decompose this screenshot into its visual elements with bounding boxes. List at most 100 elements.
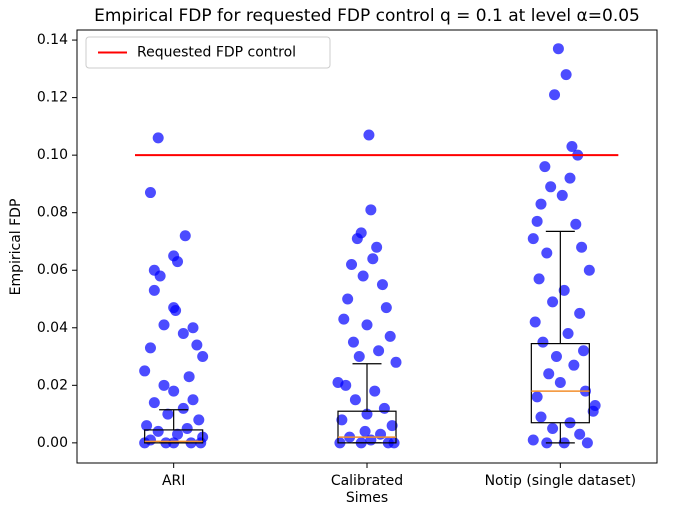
point xyxy=(568,359,580,371)
point xyxy=(564,172,576,184)
point xyxy=(587,405,599,417)
point xyxy=(378,402,390,414)
point xyxy=(531,215,543,227)
point xyxy=(144,187,156,199)
point xyxy=(139,365,151,377)
point xyxy=(535,411,547,423)
point xyxy=(552,43,564,55)
point xyxy=(144,342,156,354)
point xyxy=(187,394,199,406)
point xyxy=(351,233,363,245)
point xyxy=(338,313,350,325)
point xyxy=(172,256,184,268)
point xyxy=(359,425,371,437)
point xyxy=(384,330,396,342)
point xyxy=(386,420,398,432)
point xyxy=(162,408,174,420)
point xyxy=(148,397,160,409)
point xyxy=(537,336,549,348)
point xyxy=(576,241,588,253)
point xyxy=(367,253,379,265)
point xyxy=(187,322,199,334)
point xyxy=(357,270,369,282)
point xyxy=(363,129,375,141)
point xyxy=(342,293,354,305)
point xyxy=(533,273,545,285)
point xyxy=(549,89,561,101)
point xyxy=(369,385,381,397)
point xyxy=(371,241,383,253)
point xyxy=(197,351,209,363)
point xyxy=(158,319,170,331)
point xyxy=(581,437,593,449)
point xyxy=(148,284,160,296)
point xyxy=(152,132,164,144)
y-tick-label: 0.06 xyxy=(37,262,68,278)
point xyxy=(541,247,553,259)
point xyxy=(365,204,377,216)
point xyxy=(570,218,582,230)
point xyxy=(556,189,568,201)
y-axis-label: Empirical FDP xyxy=(8,199,24,296)
y-tick-label: 0.14 xyxy=(37,32,68,48)
point xyxy=(529,316,541,328)
point xyxy=(353,351,365,363)
point xyxy=(560,69,572,81)
point xyxy=(578,345,590,357)
axes-frame xyxy=(76,29,658,464)
point xyxy=(141,420,153,432)
x-tick-label: ARI xyxy=(162,473,185,489)
point xyxy=(373,345,385,357)
point xyxy=(376,279,388,291)
point xyxy=(545,181,557,193)
point xyxy=(583,264,595,276)
y-tick-label: 0.04 xyxy=(37,320,68,336)
point xyxy=(170,305,182,317)
point xyxy=(380,302,392,314)
point xyxy=(531,391,543,403)
point xyxy=(177,328,189,340)
point xyxy=(574,428,586,440)
point xyxy=(172,428,184,440)
legend-box xyxy=(85,36,331,69)
y-tick-label: 0.00 xyxy=(37,435,68,451)
point xyxy=(191,339,203,351)
x-tick-label: Notip (single dataset) xyxy=(485,473,637,489)
point xyxy=(193,414,205,426)
point xyxy=(340,379,352,391)
chart-title: Empirical FDP for requested FDP control … xyxy=(94,6,640,26)
point xyxy=(183,371,195,383)
point xyxy=(547,296,559,308)
point xyxy=(177,402,189,414)
y-tick-label: 0.08 xyxy=(37,205,68,221)
point xyxy=(558,284,570,296)
point xyxy=(390,356,402,368)
y-tick-label: 0.10 xyxy=(37,147,68,163)
point xyxy=(181,422,193,434)
point xyxy=(365,434,377,446)
point xyxy=(152,425,164,437)
point xyxy=(543,368,555,380)
point xyxy=(535,198,547,210)
point xyxy=(554,376,566,388)
point xyxy=(527,434,539,446)
point xyxy=(347,336,359,348)
point xyxy=(179,230,191,242)
point xyxy=(547,422,559,434)
point xyxy=(168,385,180,397)
point xyxy=(527,233,539,245)
point xyxy=(539,161,551,173)
point xyxy=(158,379,170,391)
legend-label: Requested FDP control xyxy=(137,45,296,61)
point xyxy=(375,428,387,440)
point xyxy=(336,414,348,426)
point xyxy=(346,258,358,270)
point xyxy=(574,307,586,319)
y-tick-label: 0.12 xyxy=(37,90,68,106)
y-tick-label: 0.02 xyxy=(37,377,68,393)
point xyxy=(154,270,166,282)
point xyxy=(349,394,361,406)
point xyxy=(562,328,574,340)
point xyxy=(566,141,578,153)
